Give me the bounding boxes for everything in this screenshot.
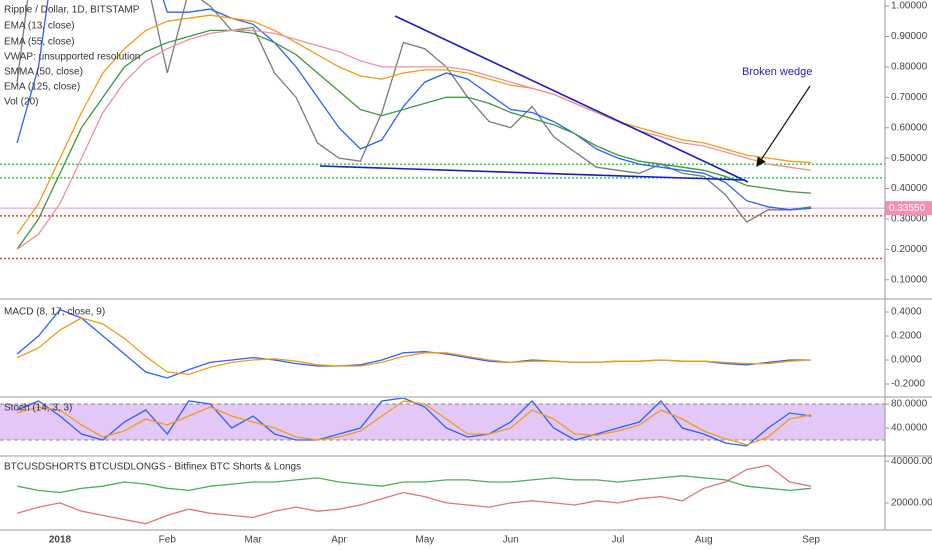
stoch-band xyxy=(0,404,885,440)
chart-title: Ripple / Dollar, 1D, BITSTAMP xyxy=(4,5,140,16)
y-tick-label: 0.70000 xyxy=(891,92,928,103)
panel xyxy=(16,464,812,525)
legend-entry: EMA (55, close) xyxy=(4,37,75,48)
x-tick-label: Jun xyxy=(503,535,519,546)
y-tick-label: 0.4000 xyxy=(891,307,922,318)
panel-title: MACD (8, 17, close, 9) xyxy=(4,307,105,318)
y-tick-label: 0.50000 xyxy=(891,153,928,164)
x-tick-label: Sep xyxy=(802,535,820,546)
series-line xyxy=(16,0,812,223)
x-tick-label: Apr xyxy=(331,535,347,546)
annotation-arrow xyxy=(756,85,811,168)
y-tick-label: 40000.0000 xyxy=(891,456,932,467)
y-tick-label: 1.00000 xyxy=(891,1,928,12)
series-line xyxy=(16,464,812,525)
panel-title: Stoch (14, 3, 3) xyxy=(4,403,72,414)
y-tick-label: -0.2000 xyxy=(891,379,925,390)
x-tick-label: May xyxy=(415,535,434,546)
panel xyxy=(16,308,812,379)
y-tick-label: 0.60000 xyxy=(891,122,928,133)
y-tick-label: 40.0000 xyxy=(891,423,928,434)
last-price-label: 0.33550 xyxy=(889,203,926,214)
series-line xyxy=(16,29,812,250)
series-line xyxy=(16,317,812,376)
y-tick-label: 20000.0000 xyxy=(891,498,932,509)
panel xyxy=(0,0,885,260)
y-tick-label: 0.90000 xyxy=(891,31,928,42)
wedge-lower xyxy=(319,165,746,181)
y-tick-label: 0.0000 xyxy=(891,355,922,366)
last-price-box xyxy=(885,201,932,216)
x-tick-label: Mar xyxy=(245,535,263,546)
series-line xyxy=(16,29,812,250)
legend-entry: VWAP: unsupported resolution xyxy=(4,52,140,63)
y-tick-label: 0.40000 xyxy=(891,183,928,194)
wedge-upper xyxy=(394,15,749,183)
x-tick-label: Feb xyxy=(159,535,177,546)
panel-title: BTCUSDSHORTS BTCUSDLONGS - Bitfinex BTC … xyxy=(4,462,301,473)
x-tick-label: Aug xyxy=(695,535,713,546)
legend-entry: SMMA (50, close) xyxy=(4,67,83,78)
series-line xyxy=(16,14,812,235)
series-line xyxy=(16,475,812,494)
y-tick-label: 0.20000 xyxy=(891,244,928,255)
panel xyxy=(0,398,885,447)
series-line xyxy=(16,0,812,211)
x-tick-label: 2018 xyxy=(49,535,72,546)
y-tick-label: 0.30000 xyxy=(891,214,928,225)
series-line xyxy=(16,400,812,446)
y-tick-label: 0.10000 xyxy=(891,274,928,285)
y-tick-label: 0.80000 xyxy=(891,62,928,73)
legend-entry: EMA (13, close) xyxy=(4,21,75,32)
legend-entry: EMA (125, close) xyxy=(4,82,80,93)
y-tick-label: 0.2000 xyxy=(891,331,922,342)
x-tick-label: Jul xyxy=(612,535,625,546)
y-tick-label: 80.0000 xyxy=(891,399,928,410)
annotation: Broken wedge xyxy=(742,66,812,78)
legend-entry: Vol (20) xyxy=(4,97,38,108)
